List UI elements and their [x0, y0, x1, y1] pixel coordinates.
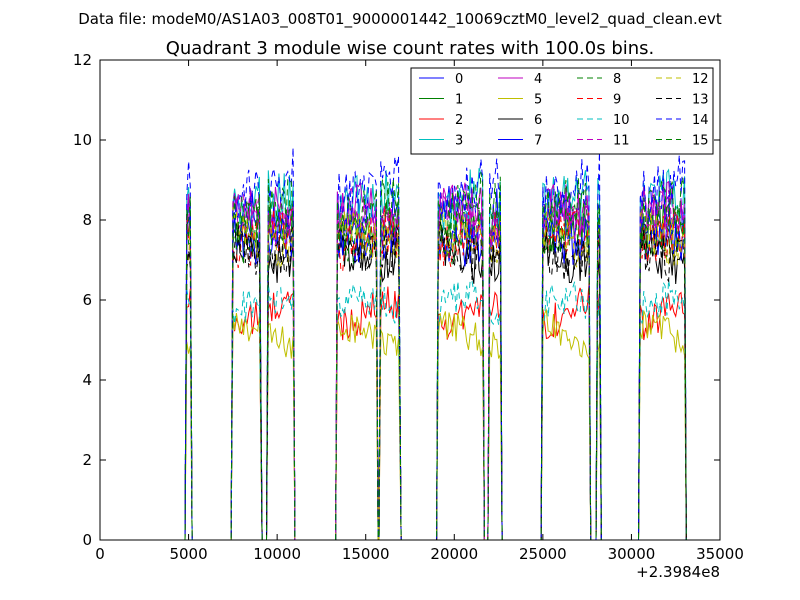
legend-label-0: 0: [455, 72, 463, 87]
chart-suptitle: Data file: modeM0/AS1A03_008T01_90000014…: [78, 10, 722, 29]
legend-box: [410, 67, 714, 155]
y-tick-label-2: 4: [82, 371, 92, 389]
series-lines: [184, 147, 687, 541]
series-line-3: [184, 168, 687, 541]
y-tick-label-0: 0: [82, 531, 92, 549]
x-tick-label-0: 0: [95, 545, 105, 563]
y-tick-label-5: 10: [73, 131, 92, 149]
x-tick-label-3: 15000: [342, 545, 390, 563]
chart-title: Quadrant 3 module wise count rates with …: [166, 38, 655, 59]
series-line-15: [184, 172, 687, 541]
legend-label-9: 9: [613, 93, 621, 108]
x-tick-label-7: 35000: [696, 545, 744, 563]
legend-label-10: 10: [613, 113, 630, 128]
series-line-10: [184, 279, 687, 541]
legend-label-11: 11: [613, 134, 630, 149]
y-tick-label-1: 2: [82, 451, 92, 469]
legend-label-13: 13: [692, 93, 709, 108]
x-tick-label-6: 30000: [608, 545, 656, 563]
legend-label-2: 2: [455, 113, 463, 128]
y-tick-label-4: 8: [82, 211, 92, 229]
legend-label-7: 7: [534, 134, 542, 149]
y-tick-label-6: 12: [73, 51, 92, 69]
series-line-14: [184, 147, 687, 541]
legend-label-8: 8: [613, 72, 621, 87]
axis-ticks: 0 5000 10000 15000 20000 25000 30000 35000 0 2 4 6 8…: [73, 51, 744, 563]
legend-label-1: 1: [455, 93, 463, 108]
legend-label-6: 6: [534, 113, 542, 128]
x-tick-label-4: 20000: [430, 545, 478, 563]
legend-label-12: 12: [692, 72, 709, 87]
x-tick-label-5: 25000: [519, 545, 567, 563]
legend-label-5: 5: [534, 93, 542, 108]
y-tick-label-3: 6: [82, 291, 92, 309]
legend-label-15: 15: [692, 134, 709, 149]
series-line-12: [184, 206, 687, 541]
x-tick-label-2: 10000: [253, 545, 301, 563]
legend-label-4: 4: [534, 72, 542, 87]
series-line-13: [184, 223, 687, 541]
legend-label-3: 3: [455, 134, 463, 149]
legend-label-14: 14: [692, 113, 709, 128]
x-offset-label: +2.3984e8: [636, 563, 720, 581]
x-tick-label-1: 5000: [169, 545, 207, 563]
